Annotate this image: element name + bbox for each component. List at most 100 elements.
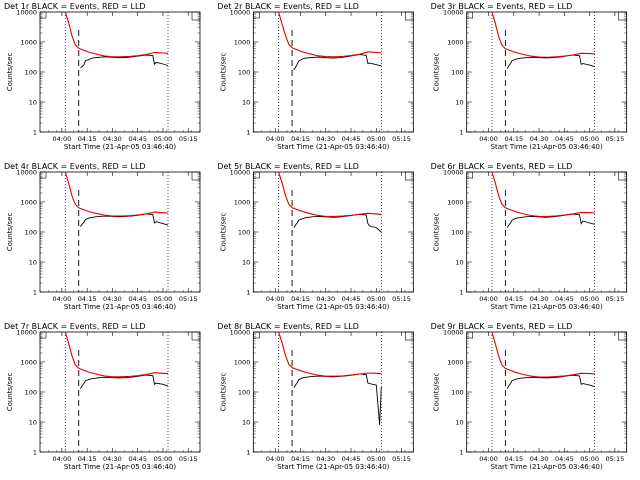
x-axis-label: Start Time (21-Apr-05 03:46:40) — [64, 303, 176, 311]
x-tick-label: 05:15 — [606, 295, 625, 303]
y-tick-label: 10 — [242, 99, 250, 107]
x-tick-label: 04:30 — [103, 295, 122, 303]
series-line-lld — [64, 12, 169, 58]
x-axis-label: Start Time (21-Apr-05 03:46:40) — [277, 463, 389, 471]
y-tick-label: 1 — [33, 449, 37, 457]
y-tick-label: 10000 — [230, 329, 251, 337]
x-tick-label: 05:00 — [154, 135, 173, 143]
x-axis-label: Start Time (21-Apr-05 03:46:40) — [491, 463, 603, 471]
x-tick-label: 04:15 — [504, 135, 523, 143]
x-tick-label: 04:30 — [103, 135, 122, 143]
y-tick-label: 10000 — [443, 329, 464, 337]
chart-title: Det 6r BLACK = Events, RED = LLD — [431, 162, 573, 171]
series-line-lld — [278, 12, 382, 58]
corner-marker — [39, 11, 47, 19]
x-tick-label: 05:15 — [606, 455, 625, 463]
x-tick-label: 04:45 — [128, 295, 147, 303]
corner-marker — [39, 331, 47, 339]
y-tick-label: 10000 — [230, 169, 251, 177]
y-tick-label: 10 — [242, 259, 250, 267]
chart-title: Det 3r BLACK = Events, RED = LLD — [431, 2, 573, 11]
chart-title: Det 2r BLACK = Events, RED = LLD — [217, 2, 359, 11]
y-tick-label: 1000 — [447, 199, 464, 207]
x-tick-label: 04:45 — [128, 135, 147, 143]
x-tick-label: 04:30 — [103, 455, 122, 463]
y-tick-label: 1 — [460, 289, 464, 297]
y-tick-label: 1 — [246, 289, 250, 297]
plot-frame — [466, 11, 628, 133]
y-axis-label: Counts/sec — [219, 373, 227, 412]
corner-marker — [466, 331, 473, 339]
x-tick-label: 04:00 — [53, 455, 72, 463]
chart-title: Det 5r BLACK = Events, RED = LLD — [217, 162, 359, 171]
corner-marker — [618, 331, 627, 341]
series-line-lld — [491, 332, 595, 378]
x-tick-label: 05:15 — [392, 295, 411, 303]
y-tick-label: 10000 — [230, 9, 251, 17]
chart-panel: 1 10 100 1000 10000 04:00 04:15 04:30 04:45 05:00… — [431, 162, 628, 311]
y-tick-label: 100 — [25, 69, 37, 77]
y-axis-label: Counts/sec — [6, 373, 14, 412]
series-line-lld — [491, 12, 595, 58]
y-tick-label: 10000 — [443, 169, 464, 177]
y-tick-label: 100 — [238, 229, 250, 237]
series-line-lld — [278, 332, 382, 377]
x-tick-label: 05:15 — [179, 455, 198, 463]
plot-frame — [252, 11, 414, 133]
corner-marker — [253, 331, 260, 339]
y-tick-label: 10 — [455, 419, 463, 427]
y-tick-label: 1000 — [20, 39, 37, 47]
y-tick-label: 10000 — [16, 169, 37, 177]
corner-marker — [191, 11, 201, 21]
x-tick-label: 04:30 — [316, 295, 335, 303]
y-tick-label: 1000 — [234, 199, 251, 207]
y-axis-label: Counts/sec — [219, 213, 227, 252]
x-tick-label: 05:15 — [179, 135, 198, 143]
chart-panel: 1 10 100 1000 10000 04:00 04:15 04:30 04:45 05:00… — [217, 162, 414, 311]
series-line-events — [80, 213, 169, 227]
x-tick-label: 04:15 — [504, 455, 523, 463]
y-tick-label: 1000 — [447, 359, 464, 367]
x-tick-label: 04:30 — [316, 455, 335, 463]
y-tick-label: 10 — [29, 259, 37, 267]
series-line-events — [506, 54, 595, 69]
y-axis-label: Counts/sec — [433, 213, 441, 252]
chart-panel: 1 10 100 1000 10000 04:00 04:15 04:30 04:45 05:00… — [4, 322, 201, 471]
x-tick-label: 04:15 — [291, 295, 310, 303]
plot-frame — [466, 331, 628, 453]
plot-frame — [252, 171, 414, 293]
series-line-events — [80, 54, 169, 68]
x-tick-label: 04:30 — [316, 135, 335, 143]
corner-marker — [405, 11, 414, 21]
corner-marker — [253, 171, 260, 179]
x-tick-label: 04:30 — [530, 295, 549, 303]
y-tick-label: 1 — [460, 129, 464, 137]
x-tick-label: 04:00 — [479, 455, 498, 463]
series-line-events — [80, 374, 169, 389]
x-tick-label: 05:15 — [392, 135, 411, 143]
y-tick-label: 100 — [451, 69, 463, 77]
series-line-lld — [64, 172, 169, 217]
corner-marker — [618, 11, 627, 21]
chart-panel: 1 10 100 1000 10000 04:00 04:15 04:30 04:45 05:00… — [4, 2, 201, 151]
x-tick-label: 05:15 — [392, 455, 411, 463]
x-tick-label: 05:15 — [179, 295, 198, 303]
y-tick-label: 1 — [246, 449, 250, 457]
x-tick-label: 04:15 — [78, 455, 97, 463]
y-tick-label: 100 — [238, 69, 250, 77]
x-axis-label: Start Time (21-Apr-05 03:46:40) — [277, 143, 389, 151]
corner-marker — [466, 171, 473, 179]
x-tick-label: 05:00 — [580, 135, 599, 143]
plot-frame — [252, 331, 414, 453]
plot-frame — [39, 331, 201, 453]
x-tick-label: 05:00 — [367, 455, 386, 463]
corner-marker — [405, 171, 414, 181]
x-tick-label: 05:00 — [154, 455, 173, 463]
x-tick-label: 04:00 — [479, 295, 498, 303]
y-axis-label: Counts/sec — [6, 213, 14, 252]
y-tick-label: 100 — [25, 229, 37, 237]
y-tick-label: 10 — [242, 419, 250, 427]
x-tick-label: 05:00 — [580, 295, 599, 303]
chart-panel: 1 10 100 1000 10000 04:00 04:15 04:30 04:45 05:00… — [4, 162, 201, 311]
chart-title: Det 8r BLACK = Events, RED = LLD — [217, 322, 359, 331]
